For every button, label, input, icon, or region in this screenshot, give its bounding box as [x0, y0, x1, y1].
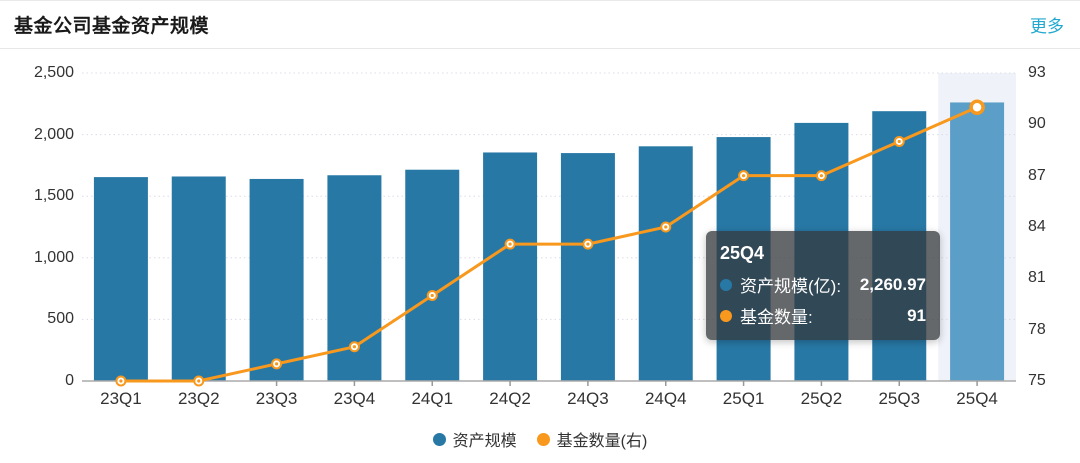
chart-tooltip: 25Q4 资产规模(亿): 2,260.97 基金数量: 91 — [706, 231, 940, 340]
x-axis-label-23Q3: 23Q3 — [255, 389, 298, 408]
x-axis-label-23Q1: 23Q1 — [100, 389, 142, 408]
bar-24Q1[interactable] — [405, 169, 460, 381]
y-axis-left-label: 0 — [65, 372, 74, 389]
line-marker-center — [819, 174, 824, 178]
x-axis-label-24Q4: 24Q4 — [644, 389, 687, 408]
x-axis-label-25Q1: 25Q1 — [722, 389, 765, 408]
y-axis-left-label: 1,500 — [33, 187, 74, 205]
line-marker-center — [197, 379, 201, 383]
bar-23Q3[interactable] — [249, 178, 304, 381]
line-marker-center — [508, 242, 512, 246]
legend-item-asset-scale[interactable]: 资产规模 — [432, 427, 517, 451]
x-axis-label-24Q3: 24Q3 — [567, 389, 609, 408]
tooltip-count-label: 基金数量: — [740, 308, 813, 327]
legend-dot-icon — [536, 432, 550, 446]
line-marker-center — [352, 345, 357, 349]
x-axis-label-23Q4: 23Q4 — [333, 389, 376, 408]
chart-legend: 资产规模 基金数量(右) — [0, 425, 1080, 453]
bar-24Q4[interactable] — [638, 146, 693, 381]
bar-24Q2[interactable] — [483, 152, 538, 381]
page-title: 基金公司基金资产规模 — [14, 16, 210, 37]
line-marker-center — [741, 174, 746, 178]
bar-25Q4[interactable] — [950, 102, 1005, 382]
x-axis-label-24Q2: 24Q2 — [489, 389, 531, 408]
y-axis-right-label: 93 — [1028, 64, 1046, 81]
line-marker-25Q4[interactable] — [969, 99, 985, 115]
asset-series-dot-icon — [720, 278, 732, 291]
y-axis-left-label: 500 — [47, 310, 74, 328]
y-axis-right-label: 84 — [1028, 218, 1046, 235]
legend-dot-icon — [432, 432, 446, 446]
bar-23Q2[interactable] — [171, 176, 226, 381]
legend-item-fund-count[interactable]: 基金数量(右) — [536, 427, 648, 451]
tooltip-asset-label: 资产规模(亿): — [740, 277, 842, 296]
panel-header: 基金公司基金资产规模 更多 — [0, 1, 1080, 49]
line-marker-center — [586, 242, 590, 246]
line-marker-center — [274, 362, 279, 366]
y-axis-right-label: 87 — [1028, 166, 1046, 184]
tooltip-count-value: 91 — [907, 305, 926, 325]
y-axis-right-label: 78 — [1028, 320, 1046, 338]
bar-23Q1[interactable] — [93, 177, 148, 381]
y-axis-left-label: 2,500 — [33, 64, 74, 81]
y-axis-left-label: 2,000 — [33, 125, 74, 143]
legend-label: 资产规模 — [452, 433, 517, 450]
line-marker-center — [664, 225, 668, 229]
line-marker-center — [897, 139, 901, 144]
legend-label: 基金数量(右) — [556, 433, 648, 450]
chart-area: 0 500 1,000 1,500 2,000 2,500 75 78 81 84 87 90 93 23… — [0, 49, 1080, 463]
bar-line-chart — [82, 72, 1016, 387]
x-axis-label-25Q2: 25Q2 — [800, 389, 843, 408]
tooltip-asset-value: 2,260.97 — [859, 274, 926, 294]
line-series — [119, 105, 979, 383]
y-axis-right-label: 75 — [1028, 372, 1046, 389]
bar-24Q3[interactable] — [560, 153, 615, 381]
line-marker-center — [119, 379, 123, 383]
x-axis-label-24Q1: 24Q1 — [411, 389, 454, 408]
x-axis-label-25Q3: 25Q3 — [878, 389, 921, 408]
tooltip-row-asset: 资产规模(亿): 2,260.97 — [720, 272, 926, 297]
count-series-dot-icon — [720, 309, 732, 322]
more-link[interactable]: 更多 — [1030, 17, 1064, 36]
line-marker-center — [430, 293, 434, 298]
y-axis-right-label: 90 — [1028, 115, 1046, 133]
tooltip-title: 25Q4 — [720, 243, 765, 263]
x-axis-label-25Q4: 25Q4 — [956, 389, 998, 408]
tooltip-row-count: 基金数量: 91 — [720, 303, 926, 328]
y-axis-right-label: 81 — [1028, 269, 1046, 287]
y-axis-left-label: 1,000 — [33, 248, 74, 266]
x-axis-label-23Q2: 23Q2 — [177, 389, 220, 408]
